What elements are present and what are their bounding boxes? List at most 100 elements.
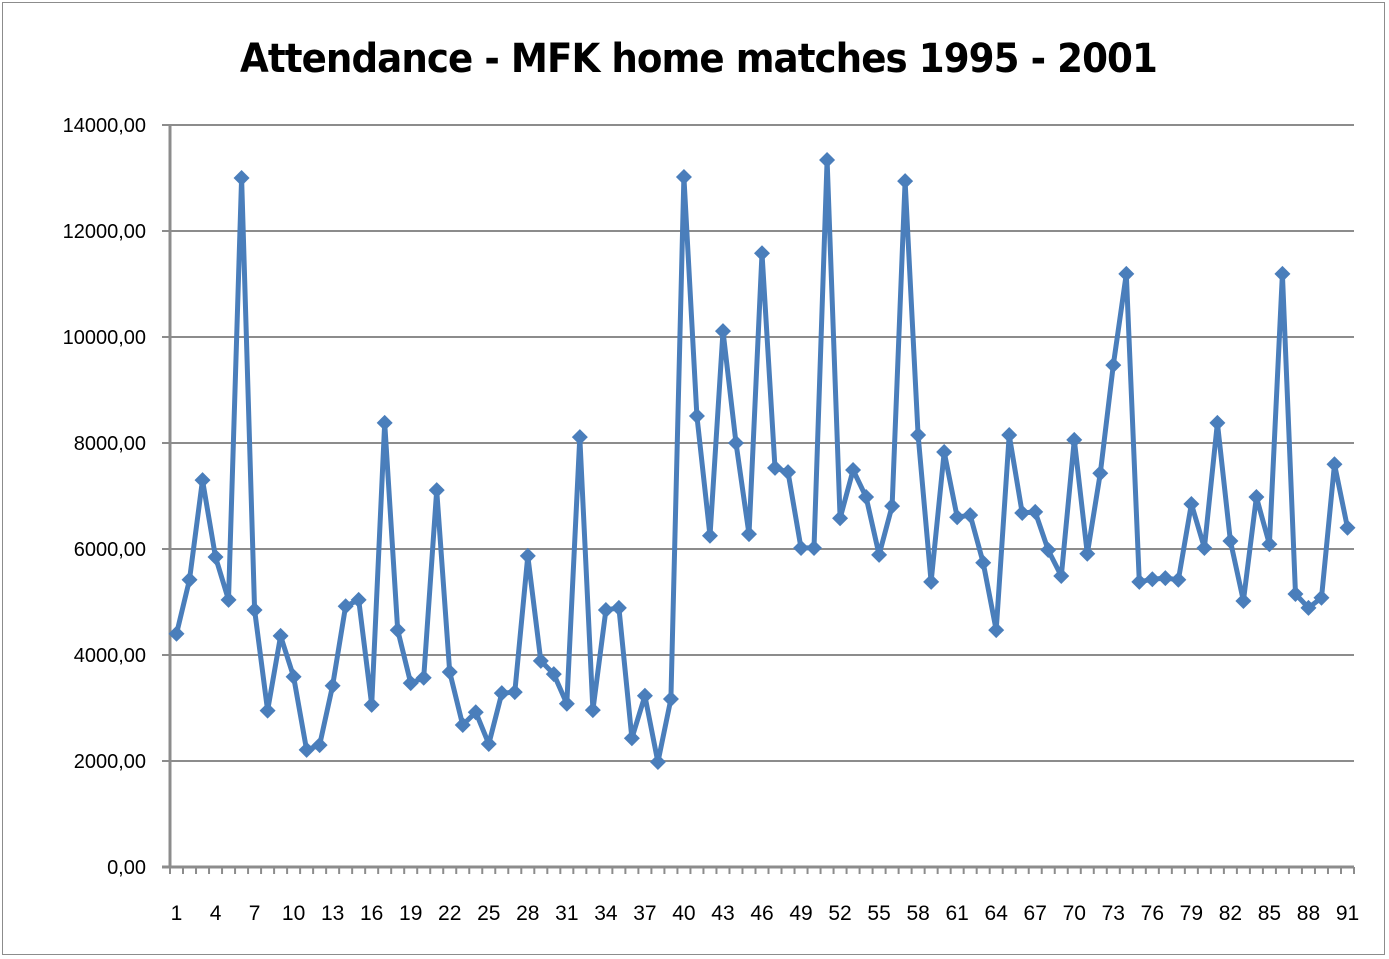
- x-tick-label: 55: [867, 902, 890, 925]
- data-point-marker: [571, 429, 588, 446]
- data-point-marker: [1248, 489, 1265, 506]
- x-tick-label: 88: [1297, 902, 1320, 925]
- data-point-marker: [376, 414, 393, 431]
- x-tick-label: 64: [985, 902, 1009, 925]
- data-point-marker: [740, 526, 757, 543]
- data-point-marker: [428, 482, 445, 499]
- x-tick-label: 43: [711, 902, 734, 925]
- x-tick-label: 61: [945, 902, 968, 925]
- data-point-marker: [988, 622, 1005, 639]
- chart-title: Attendance - MFK home matches 1995 - 200…: [240, 36, 1158, 82]
- x-tick-label: 52: [828, 902, 851, 925]
- x-tick-label: 34: [594, 902, 618, 925]
- data-point-marker: [1287, 586, 1304, 603]
- data-point-marker: [1170, 571, 1187, 588]
- data-point-marker: [311, 737, 328, 754]
- x-tick-label: 67: [1024, 902, 1047, 925]
- data-point-marker: [871, 546, 888, 563]
- data-point-marker: [1300, 599, 1317, 616]
- data-point-marker: [1339, 519, 1356, 536]
- y-tick-label: 2000,00: [74, 751, 146, 773]
- data-point-marker: [832, 510, 849, 527]
- data-point-marker: [233, 170, 250, 186]
- y-tick-label: 12000,00: [63, 221, 146, 243]
- y-tick-label: 8000,00: [74, 433, 146, 455]
- x-tick-label: 76: [1141, 902, 1164, 925]
- data-point-marker: [1144, 571, 1161, 588]
- x-tick-label: 40: [672, 902, 695, 925]
- data-point-marker: [584, 702, 601, 719]
- data-point-marker: [545, 666, 562, 683]
- data-point-marker: [1014, 504, 1031, 521]
- data-point-marker: [597, 601, 614, 618]
- data-point-marker: [1235, 592, 1252, 609]
- x-tick-label: 70: [1063, 902, 1086, 925]
- data-point-marker: [363, 696, 380, 713]
- y-tick-label: 0,00: [107, 857, 146, 879]
- x-tick-label: 73: [1102, 902, 1125, 925]
- data-point-marker: [454, 716, 471, 733]
- data-point-marker: [324, 677, 341, 694]
- data-point-marker: [194, 472, 211, 489]
- data-point-marker: [480, 736, 497, 753]
- x-tick-label: 19: [399, 902, 422, 925]
- data-point-marker: [949, 509, 966, 526]
- data-point-marker: [298, 741, 315, 758]
- data-point-marker: [1105, 357, 1122, 374]
- data-point-marker: [558, 695, 575, 712]
- data-point-marker: [467, 704, 484, 721]
- data-point-marker: [714, 323, 731, 340]
- data-point-marker: [389, 622, 406, 639]
- data-point-marker: [532, 652, 549, 669]
- x-tick-label: 10: [282, 902, 305, 925]
- data-point-marker: [1131, 573, 1148, 590]
- data-point-marker: [181, 571, 198, 588]
- data-point-marker: [337, 598, 354, 615]
- data-point-marker: [701, 527, 718, 544]
- x-tick-label: 16: [360, 902, 383, 925]
- data-point-marker: [402, 675, 419, 692]
- data-point-marker: [441, 663, 458, 680]
- data-point-marker: [727, 435, 744, 451]
- x-tick-label: 7: [249, 902, 261, 925]
- data-point-marker: [493, 685, 510, 702]
- y-axis: 0,00 2000,00 4000,00 6000,00 8000,00 10000,00…: [63, 115, 172, 879]
- data-point-marker: [1001, 427, 1018, 444]
- data-point-marker: [662, 690, 679, 707]
- data-point-marker: [1274, 265, 1291, 282]
- data-point-marker: [688, 407, 705, 424]
- y-tick-label: 14000,00: [63, 115, 146, 137]
- data-point-marker: [610, 599, 627, 616]
- data-point-marker: [923, 573, 940, 590]
- data-point-marker: [793, 539, 810, 556]
- x-tick-label: 22: [438, 902, 461, 925]
- data-point-marker: [1183, 495, 1200, 512]
- data-point-marker: [1092, 465, 1109, 482]
- data-point-marker: [962, 507, 979, 524]
- data-point-marker: [1326, 456, 1343, 473]
- data-point-marker: [1053, 568, 1070, 585]
- x-tick-label: 46: [750, 902, 773, 925]
- x-tick-label: 82: [1219, 902, 1242, 925]
- data-point-marker: [519, 547, 536, 564]
- data-point-marker: [259, 702, 276, 719]
- data-point-marker: [272, 627, 289, 644]
- data-point-marker: [168, 625, 185, 642]
- data-point-marker: [246, 601, 263, 618]
- data-point-marker: [1313, 589, 1330, 606]
- x-tick-label: 4: [210, 902, 222, 925]
- data-point-marker: [636, 687, 653, 704]
- data-point-marker: [1209, 414, 1226, 431]
- data-point-marker: [897, 173, 914, 190]
- x-tick-label: 58: [906, 902, 929, 925]
- data-point-marker: [819, 151, 836, 168]
- x-axis: 1 4 7 10 13 16 19 22 25 28 31 34 37 40 43 46 49 52 55 58 61 6…: [162, 865, 1359, 925]
- x-tick-label: 1: [171, 902, 183, 925]
- data-point-marker: [1040, 542, 1057, 559]
- data-point-marker: [1027, 503, 1044, 520]
- data-point-marker: [1079, 545, 1096, 562]
- x-tick-label: 49: [789, 902, 812, 925]
- data-point-marker: [220, 591, 237, 608]
- data-point-marker: [780, 464, 797, 481]
- y-tick-label: 10000,00: [63, 327, 146, 349]
